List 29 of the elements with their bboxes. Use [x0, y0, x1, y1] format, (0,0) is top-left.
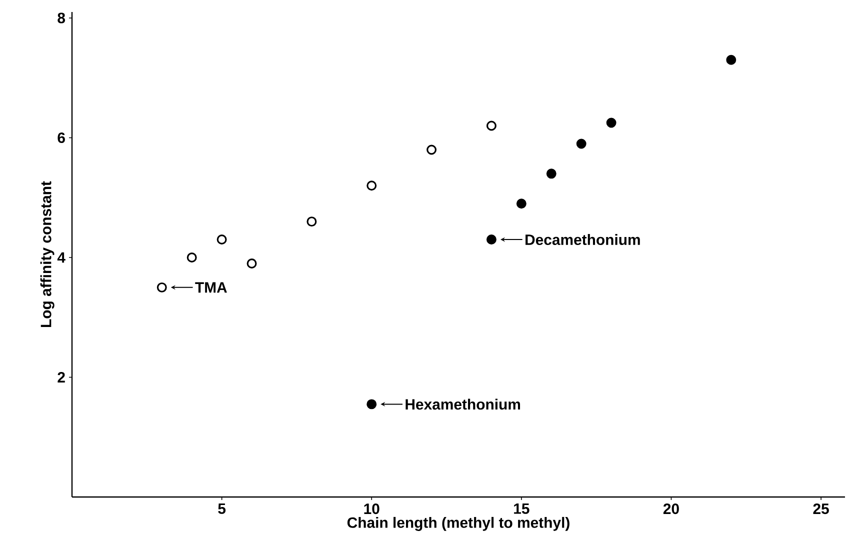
annotation: Hexamethonium [406, 398, 520, 410]
point [486, 234, 496, 245]
point [156, 282, 167, 292]
point [426, 144, 437, 155]
y-axis-title: Log affinity constant [40, 181, 54, 327]
x-tick-label: 15 [514, 504, 530, 514]
point [216, 234, 227, 245]
y-tick-label: 2 [58, 372, 65, 382]
y-tick-label: 4 [57, 252, 66, 263]
point [186, 252, 197, 262]
x-tick-label: 10 [364, 504, 380, 514]
annotation: TMA [195, 282, 227, 293]
point [246, 258, 257, 268]
x-tick-label: 5 [218, 504, 226, 514]
point [516, 198, 526, 209]
point [486, 120, 496, 131]
x-axis-title: Chain length (methyl to methyl) [347, 516, 570, 531]
point [726, 54, 736, 65]
annotation: Decamethonium [526, 234, 640, 246]
x-tick-label: 25 [813, 504, 829, 514]
point [576, 138, 586, 149]
x-tick-label: 20 [663, 504, 679, 514]
y-tick-label: 8 [58, 12, 66, 24]
y-tick-label: 6 [58, 132, 65, 144]
point [546, 168, 556, 179]
point [306, 216, 317, 227]
point [606, 118, 616, 128]
point [366, 180, 377, 191]
point [366, 399, 377, 410]
